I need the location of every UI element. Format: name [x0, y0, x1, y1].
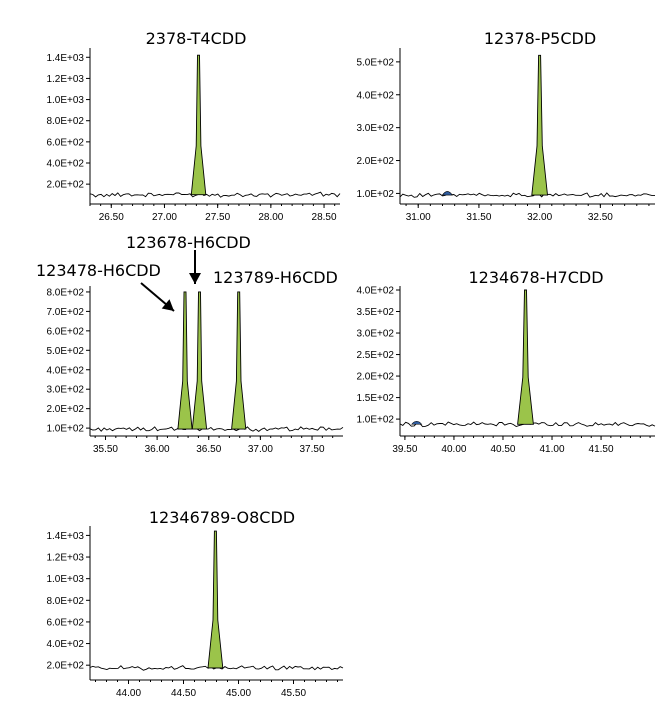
y-tick-label: 2.0E+02: [46, 404, 84, 415]
y-tick-label: 2.5E+02: [356, 350, 394, 361]
y-tick-label: 3.0E+02: [46, 385, 84, 396]
chart-panel-2: 12378-P5CDD 31.00 31.50 32.00 32.50 1.0E+02 2.…: [356, 29, 655, 223]
peak-2: [191, 291, 208, 430]
y-tick-label: 6.0E+02: [46, 137, 84, 148]
y-tick-label: 8.0E+02: [46, 116, 84, 127]
minor-peak: [441, 191, 453, 196]
y-tick-label: 2.0E+02: [356, 156, 394, 167]
chart-panel-5: 12346789-O8CDD 44.00 44.50 45.00 45.50 2.0E+0…: [46, 508, 344, 699]
y-tick-label: 4.0E+02: [46, 365, 84, 376]
y-tick-label: 1.0E+02: [46, 424, 84, 435]
y-tick-label: 5.0E+02: [46, 346, 84, 357]
y-tick-label: 1.4E+03: [46, 531, 84, 542]
chart-panel-4: 1234678-H7CDD 39.50 40.00 40.50 41.00 41.50 1.…: [356, 268, 656, 455]
y-tick-label: 3.5E+02: [356, 307, 394, 318]
x-tick-label: 44.00: [116, 688, 141, 699]
y-tick-label: 3.0E+02: [356, 329, 394, 340]
baseline-trace: [399, 192, 655, 198]
x-tick-label: 40.50: [490, 444, 515, 455]
peak-1: [190, 54, 207, 196]
x-tick-label: 27.00: [152, 212, 177, 223]
baseline-trace: [89, 426, 344, 432]
y-tick-label: 5.0E+02: [356, 57, 394, 68]
y-tick-label: 3.0E+02: [356, 123, 394, 134]
x-tick-label: 45.50: [281, 688, 306, 699]
y-tick-label: 2.0E+02: [356, 372, 394, 383]
x-tick-label: 37.00: [248, 444, 273, 455]
chart-title: 12378-P5CDD: [484, 29, 596, 48]
chart-title: 2378-T4CDD: [146, 29, 247, 48]
x-tick-label: 40.00: [441, 444, 466, 455]
x-tick-label: 28.00: [258, 212, 283, 223]
y-tick-label: 6.0E+02: [46, 326, 84, 337]
chart-panel-1: 2378-T4CDD 26.50 27.00 27.50 28.00 28.50 2.0E+…: [46, 29, 341, 223]
y-tick-label: 1.5E+02: [356, 393, 394, 404]
y-tick-label: 1.2E+03: [46, 74, 84, 85]
x-tick-label: 31.00: [406, 212, 431, 223]
y-tick-label: 6.0E+02: [46, 617, 84, 628]
peak-1: [531, 54, 549, 196]
x-tick-label: 31.50: [466, 212, 491, 223]
y-tick-label: 8.0E+02: [46, 596, 84, 607]
x-tick-label: 36.00: [145, 444, 170, 455]
x-tick-label: 32.00: [527, 212, 552, 223]
x-tick-label: 44.50: [171, 688, 196, 699]
y-tick-label: 1.0E+03: [46, 95, 84, 106]
x-tick-label: 35.50: [93, 444, 118, 455]
y-tick-label: 4.0E+02: [46, 639, 84, 650]
y-tick-label: 1.0E+02: [356, 189, 394, 200]
annotation-arrow-head: [161, 299, 174, 311]
y-tick-label: 4.0E+02: [356, 286, 394, 297]
peak-annotation-label: 123478-H6CDD: [36, 261, 161, 280]
peak-annotation-label: 123678-H6CDD: [126, 233, 251, 252]
peak-1: [207, 530, 224, 669]
x-tick-label: 36.50: [196, 444, 221, 455]
peak-3: [231, 291, 247, 430]
y-tick-label: 7.0E+02: [46, 307, 84, 318]
y-tick-label: 4.0E+02: [356, 90, 394, 101]
y-tick-label: 1.2E+03: [46, 553, 84, 564]
x-tick-label: 45.00: [226, 688, 251, 699]
chart-title: 1234678-H7CDD: [468, 268, 603, 287]
peak-annotation-label: 123789-H6CDD: [213, 268, 338, 287]
y-tick-label: 2.0E+02: [46, 661, 84, 672]
x-tick-label: 37.50: [300, 444, 325, 455]
x-tick-label: 26.50: [99, 212, 124, 223]
baseline-trace: [89, 191, 341, 198]
annotation-arrow-head: [189, 273, 201, 284]
y-tick-label: 8.0E+02: [46, 287, 84, 298]
x-tick-label: 41.00: [540, 444, 565, 455]
minor-peak: [411, 420, 423, 425]
x-tick-label: 39.50: [392, 444, 417, 455]
y-tick-label: 1.0E+02: [356, 415, 394, 426]
x-tick-label: 27.50: [205, 212, 230, 223]
x-tick-label: 32.50: [588, 212, 613, 223]
y-tick-label: 1.4E+03: [46, 53, 84, 64]
y-tick-label: 4.0E+02: [46, 159, 84, 170]
y-tick-label: 1.0E+03: [46, 574, 84, 585]
x-tick-label: 41.50: [589, 444, 614, 455]
peak-1: [517, 289, 534, 425]
chart-title: 12346789-O8CDD: [149, 508, 295, 527]
y-tick-label: 2.0E+02: [46, 180, 84, 191]
x-tick-label: 28.50: [312, 212, 337, 223]
peak-1: [177, 291, 193, 430]
chart-panel-3: 35.50 36.00 36.50 37.00 37.50 1.0E+02 2.0E+02 3…: [36, 233, 344, 455]
